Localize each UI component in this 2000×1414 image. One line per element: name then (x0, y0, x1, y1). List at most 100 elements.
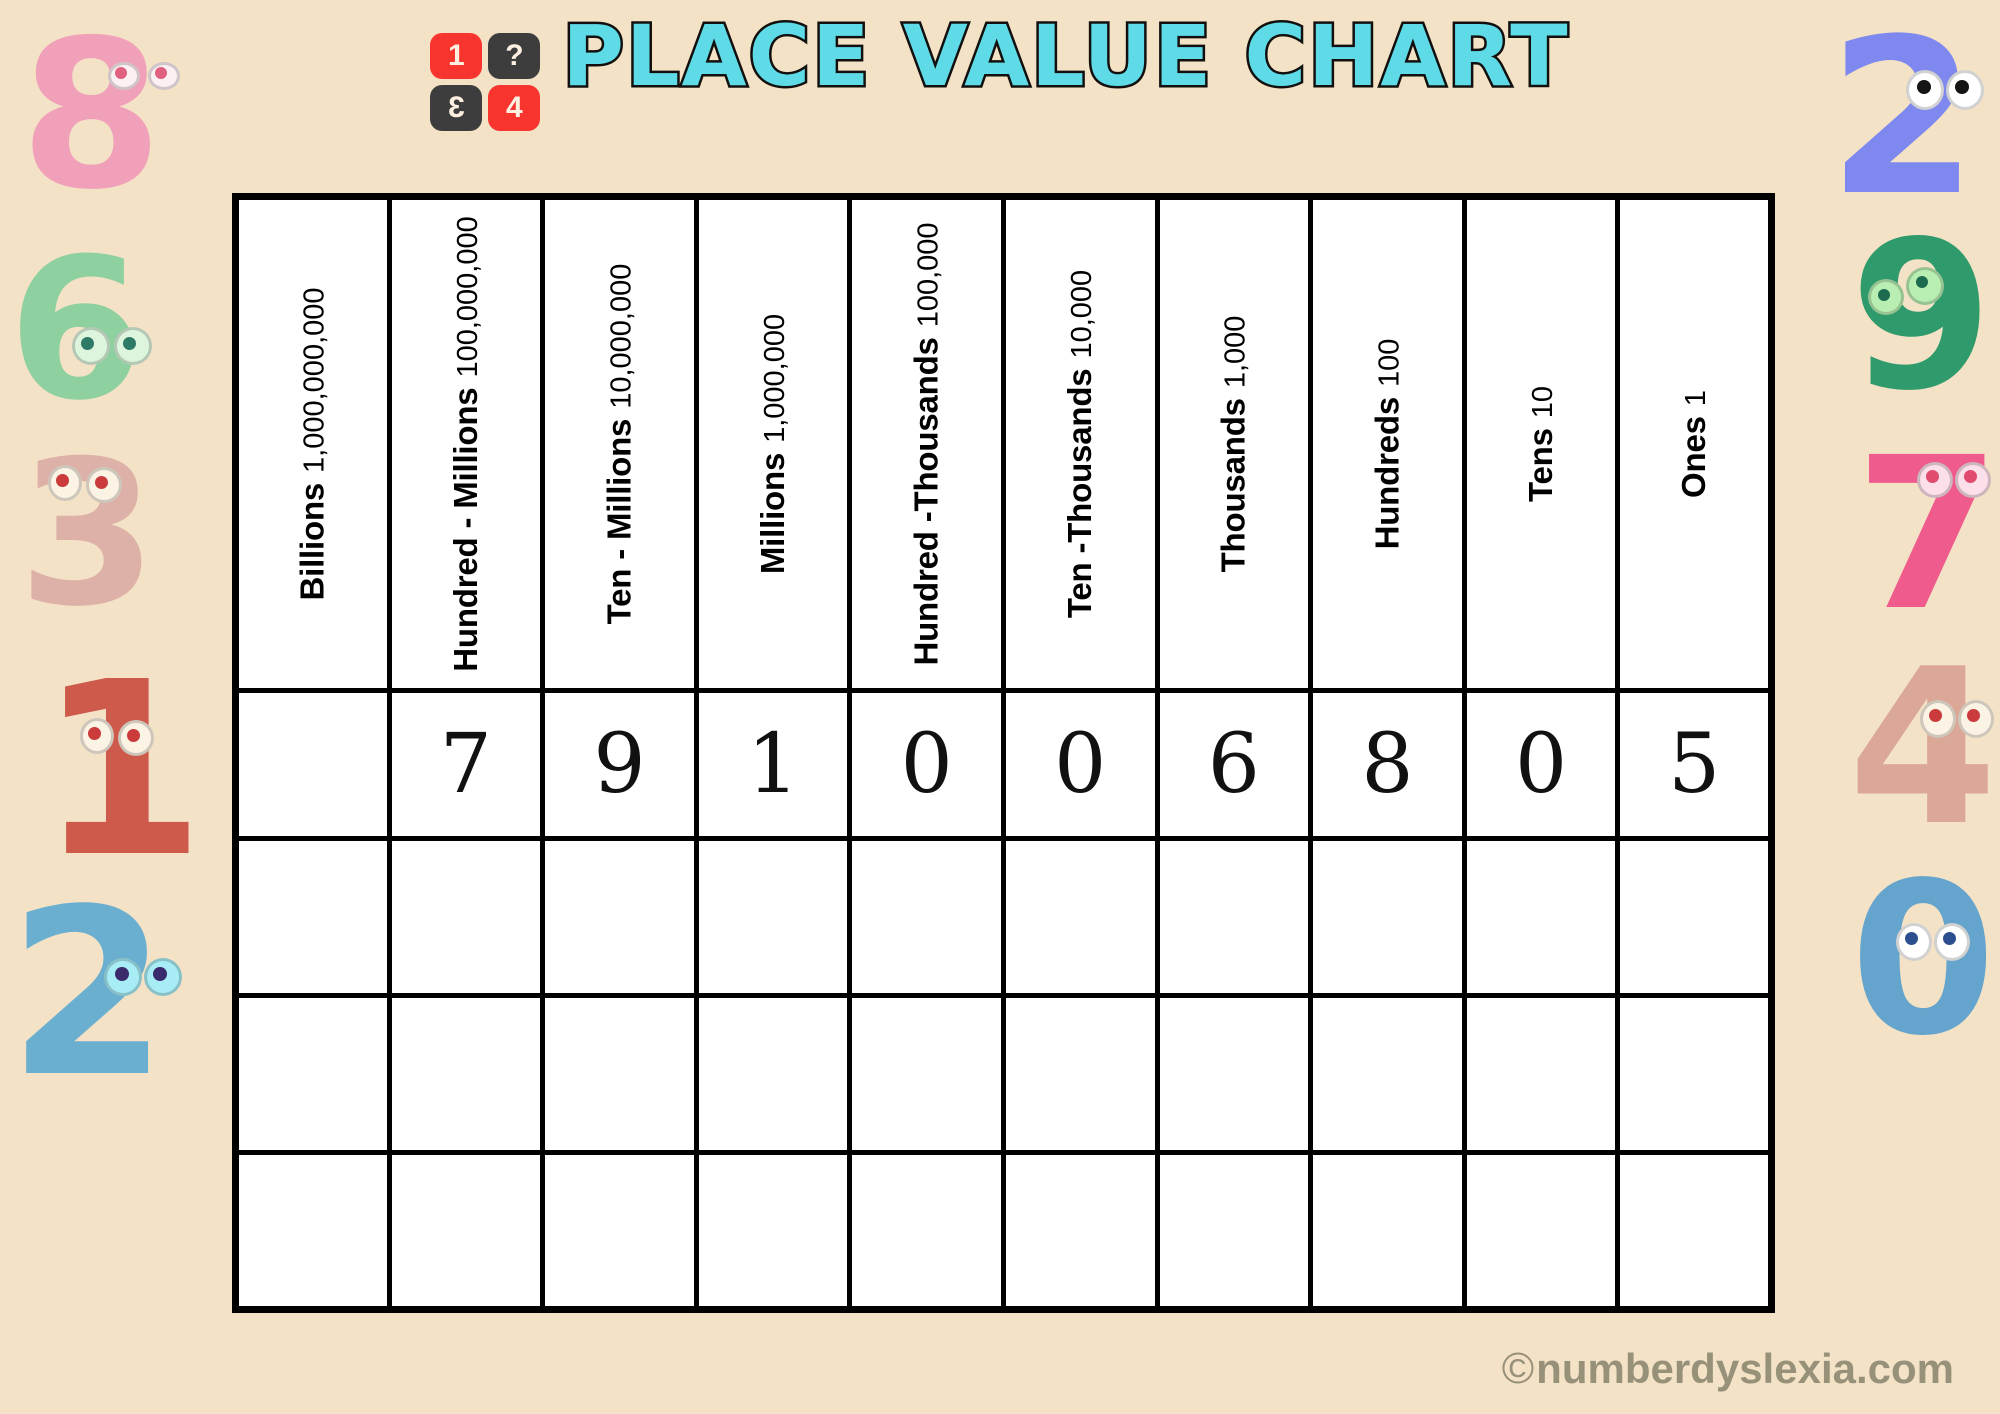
blank-cell[interactable] (1308, 1150, 1467, 1312)
eye-right (1934, 923, 1970, 961)
blank-cell[interactable] (1308, 836, 1467, 998)
logo-tile-1: 1 (430, 33, 483, 79)
digit-value: 1 (746, 716, 800, 812)
blank-cell[interactable] (1615, 1150, 1774, 1312)
blank-cell[interactable] (386, 993, 546, 1155)
digit-cell[interactable]: 8 (1308, 688, 1467, 841)
pupil-left (1926, 470, 1939, 483)
blank-cell[interactable] (233, 836, 392, 998)
digit-cell[interactable] (233, 688, 392, 841)
decorative-number-7-glyph: 7 (1855, 412, 2000, 657)
table-row: 7 9 1 0 0 6 8 0 5 (233, 688, 1774, 841)
header-cell-hundreds: Hundreds 100 (1308, 194, 1467, 693)
decorative-number-4: 4 (1848, 640, 1998, 855)
blank-cell[interactable] (1461, 836, 1621, 998)
decorative-number-6-glyph: 6 (8, 216, 144, 443)
table-header-row: Billions 1,000,000,000 Hundred - Million… (233, 194, 1774, 693)
eye-left (1868, 279, 1904, 315)
header-label-tens: Tens (1522, 428, 1560, 503)
decorative-number-3-glyph: 3 (18, 418, 158, 651)
blank-cell[interactable] (540, 1150, 699, 1312)
blank-cell[interactable] (693, 1150, 853, 1312)
digit-value: 8 (1361, 716, 1414, 812)
blank-cell[interactable] (1615, 993, 1774, 1155)
table-row (233, 993, 1774, 1155)
decorative-number-9-glyph: 9 (1850, 198, 1993, 436)
pupil-right (1916, 276, 1928, 288)
header-value-billions: 1,000,000,000 (298, 287, 331, 473)
blank-cell[interactable] (1461, 993, 1621, 1155)
blank-cell[interactable] (1000, 993, 1160, 1155)
blank-cell[interactable] (1308, 993, 1467, 1155)
logo-tile-question: ? (488, 33, 541, 79)
pupil-right (127, 729, 140, 742)
blank-cell[interactable] (847, 993, 1006, 1155)
digit-cell[interactable]: 7 (386, 688, 546, 841)
header-value-tens: 10 (1527, 385, 1560, 419)
blank-cell[interactable] (1461, 1150, 1621, 1312)
decorative-number-4-glyph: 4 (1848, 622, 1998, 873)
eye-right (1906, 267, 1944, 305)
blank-cell[interactable] (386, 1150, 546, 1312)
header-cell-ten-thousands: Ten -Thousands 10,000 (1000, 194, 1160, 693)
header-cell-hundred-thousands: Hundred -Thousands 100,000 (847, 194, 1006, 693)
header-cell-ten-millions: Ten - Millions 10,000,000 (540, 194, 699, 693)
pupil-left (1878, 289, 1890, 301)
eye-left (1920, 700, 1956, 738)
digit-cell[interactable]: 0 (1461, 688, 1621, 841)
eye-left (80, 718, 114, 754)
decorative-number-0: 0 (1850, 855, 1996, 1065)
blank-cell[interactable] (847, 1150, 1006, 1312)
digit-cell[interactable]: 5 (1615, 688, 1774, 841)
blank-cell[interactable] (1000, 836, 1160, 998)
eye-left (72, 327, 110, 365)
digit-cell[interactable]: 9 (540, 688, 699, 841)
logo-tile-3: 3 (430, 85, 483, 131)
blank-cell[interactable] (386, 836, 546, 998)
digit-cell[interactable]: 0 (847, 688, 1006, 841)
blank-cell[interactable] (1154, 1150, 1314, 1312)
table-row (233, 1150, 1774, 1312)
pupil-left (81, 337, 94, 350)
blank-cell[interactable] (847, 836, 1006, 998)
logo-tile-question-label: ? (505, 39, 524, 72)
decorative-number-9: 9 (1850, 215, 1993, 420)
blank-cell[interactable] (1154, 836, 1314, 998)
blank-cell[interactable] (233, 993, 392, 1155)
pupil-right (1943, 932, 1956, 945)
blank-cell[interactable] (233, 1150, 392, 1312)
blank-cell[interactable] (1000, 1150, 1160, 1312)
logo-tile-3-label: 3 (448, 91, 465, 124)
header-value-thousands: 1,000 (1219, 315, 1252, 389)
blank-cell[interactable] (540, 993, 699, 1155)
pupil-left (115, 967, 129, 981)
header-label-hundreds: Hundreds (1368, 396, 1406, 550)
digit-value: 7 (439, 716, 492, 812)
header-cell-billions: Billions 1,000,000,000 (233, 194, 392, 693)
header-value-hundreds: 100 (1373, 338, 1406, 387)
digit-cell[interactable]: 6 (1154, 688, 1314, 841)
eye-right (1955, 462, 1991, 498)
blank-cell[interactable] (540, 836, 699, 998)
digit-value: 5 (1668, 716, 1721, 812)
header-label-ten-thousands: Ten -Thousands (1061, 368, 1099, 619)
eye-left (1917, 462, 1953, 498)
digit-cell[interactable]: 0 (1000, 688, 1160, 841)
eye-right (86, 467, 122, 503)
header-value-ten-millions: 10,000,000 (605, 263, 638, 409)
place-value-table: Billions 1,000,000,000 Hundred - Million… (232, 193, 1775, 1313)
header-value-hundred-thousands: 100,000 (912, 222, 945, 328)
header-label-thousands: Thousands (1214, 398, 1252, 573)
blank-cell[interactable] (1615, 836, 1774, 998)
eye-right (1958, 700, 1994, 738)
blank-cell[interactable] (693, 993, 853, 1155)
blank-cell[interactable] (1154, 993, 1314, 1155)
pupil-right (123, 337, 136, 350)
decorative-number-1: 1 (38, 650, 205, 890)
header-label-billions: Billions (293, 482, 331, 601)
blank-cell[interactable] (693, 836, 853, 998)
digit-cell[interactable]: 1 (693, 688, 853, 841)
header-cell-tens: Tens 10 (1461, 194, 1621, 693)
logo-tile-4: 4 (488, 85, 541, 131)
